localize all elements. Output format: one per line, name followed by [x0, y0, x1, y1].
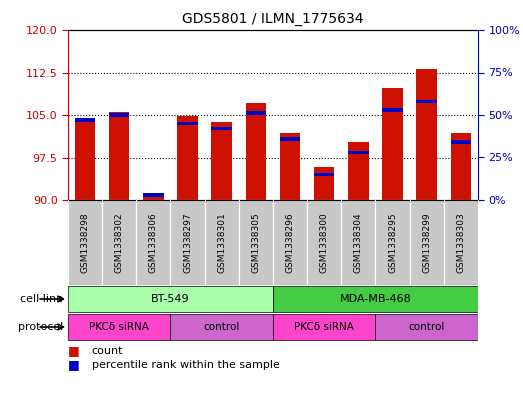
Text: GSM1338296: GSM1338296 [286, 212, 294, 273]
Bar [246, 103, 266, 200]
Title: GDS5801 / ILMN_1775634: GDS5801 / ILMN_1775634 [182, 12, 364, 26]
Bar [314, 173, 335, 176]
Text: GSM1338297: GSM1338297 [183, 212, 192, 273]
Bar [348, 151, 369, 154]
Text: ■: ■ [68, 345, 79, 358]
Text: GSM1338305: GSM1338305 [252, 212, 260, 273]
Bar [376, 200, 410, 285]
Text: GSM1338306: GSM1338306 [149, 212, 158, 273]
Bar [410, 200, 444, 285]
Bar [137, 200, 170, 285]
Bar [273, 200, 307, 285]
Bar [68, 286, 273, 312]
Bar [170, 200, 204, 285]
Bar [109, 113, 130, 117]
Text: cell line: cell line [20, 294, 63, 304]
Text: PKCδ siRNA: PKCδ siRNA [89, 322, 149, 332]
Bar [280, 133, 300, 200]
Bar [68, 200, 102, 285]
Bar [382, 108, 403, 112]
Bar [348, 142, 369, 200]
Bar [211, 122, 232, 200]
Bar [177, 116, 198, 200]
Text: protocol: protocol [17, 322, 63, 332]
Text: PKCδ siRNA: PKCδ siRNA [294, 322, 354, 332]
Bar [75, 118, 95, 122]
Text: GSM1338301: GSM1338301 [217, 212, 226, 273]
Bar [280, 137, 300, 141]
Bar [382, 88, 403, 200]
Bar [68, 314, 170, 340]
Bar [451, 133, 471, 200]
Bar [273, 286, 478, 312]
Text: GSM1338303: GSM1338303 [457, 212, 465, 273]
Text: control: control [203, 322, 240, 332]
Bar [204, 200, 239, 285]
Text: control: control [408, 322, 445, 332]
Bar [143, 193, 164, 200]
Text: GSM1338300: GSM1338300 [320, 212, 329, 273]
Bar [376, 314, 478, 340]
Bar [239, 200, 273, 285]
Bar [416, 68, 437, 200]
Bar [143, 193, 164, 197]
Text: GSM1338295: GSM1338295 [388, 212, 397, 273]
Bar [451, 140, 471, 144]
Text: GSM1338299: GSM1338299 [422, 212, 431, 273]
Bar [246, 112, 266, 115]
Text: MDA-MB-468: MDA-MB-468 [339, 294, 412, 304]
Bar [444, 200, 478, 285]
Bar [170, 314, 273, 340]
Bar [307, 200, 342, 285]
Bar [342, 200, 376, 285]
Bar [416, 99, 437, 103]
Text: GSM1338298: GSM1338298 [81, 212, 89, 273]
Bar [109, 112, 130, 200]
Bar [314, 167, 335, 200]
Bar [273, 314, 376, 340]
Bar [211, 127, 232, 130]
Text: count: count [92, 346, 123, 356]
Bar [75, 118, 95, 200]
Bar [102, 200, 137, 285]
Text: BT-549: BT-549 [151, 294, 190, 304]
Bar [177, 121, 198, 125]
Text: ■: ■ [68, 358, 79, 371]
Text: percentile rank within the sample: percentile rank within the sample [92, 360, 279, 370]
Text: GSM1338304: GSM1338304 [354, 212, 363, 273]
Text: GSM1338302: GSM1338302 [115, 212, 124, 273]
